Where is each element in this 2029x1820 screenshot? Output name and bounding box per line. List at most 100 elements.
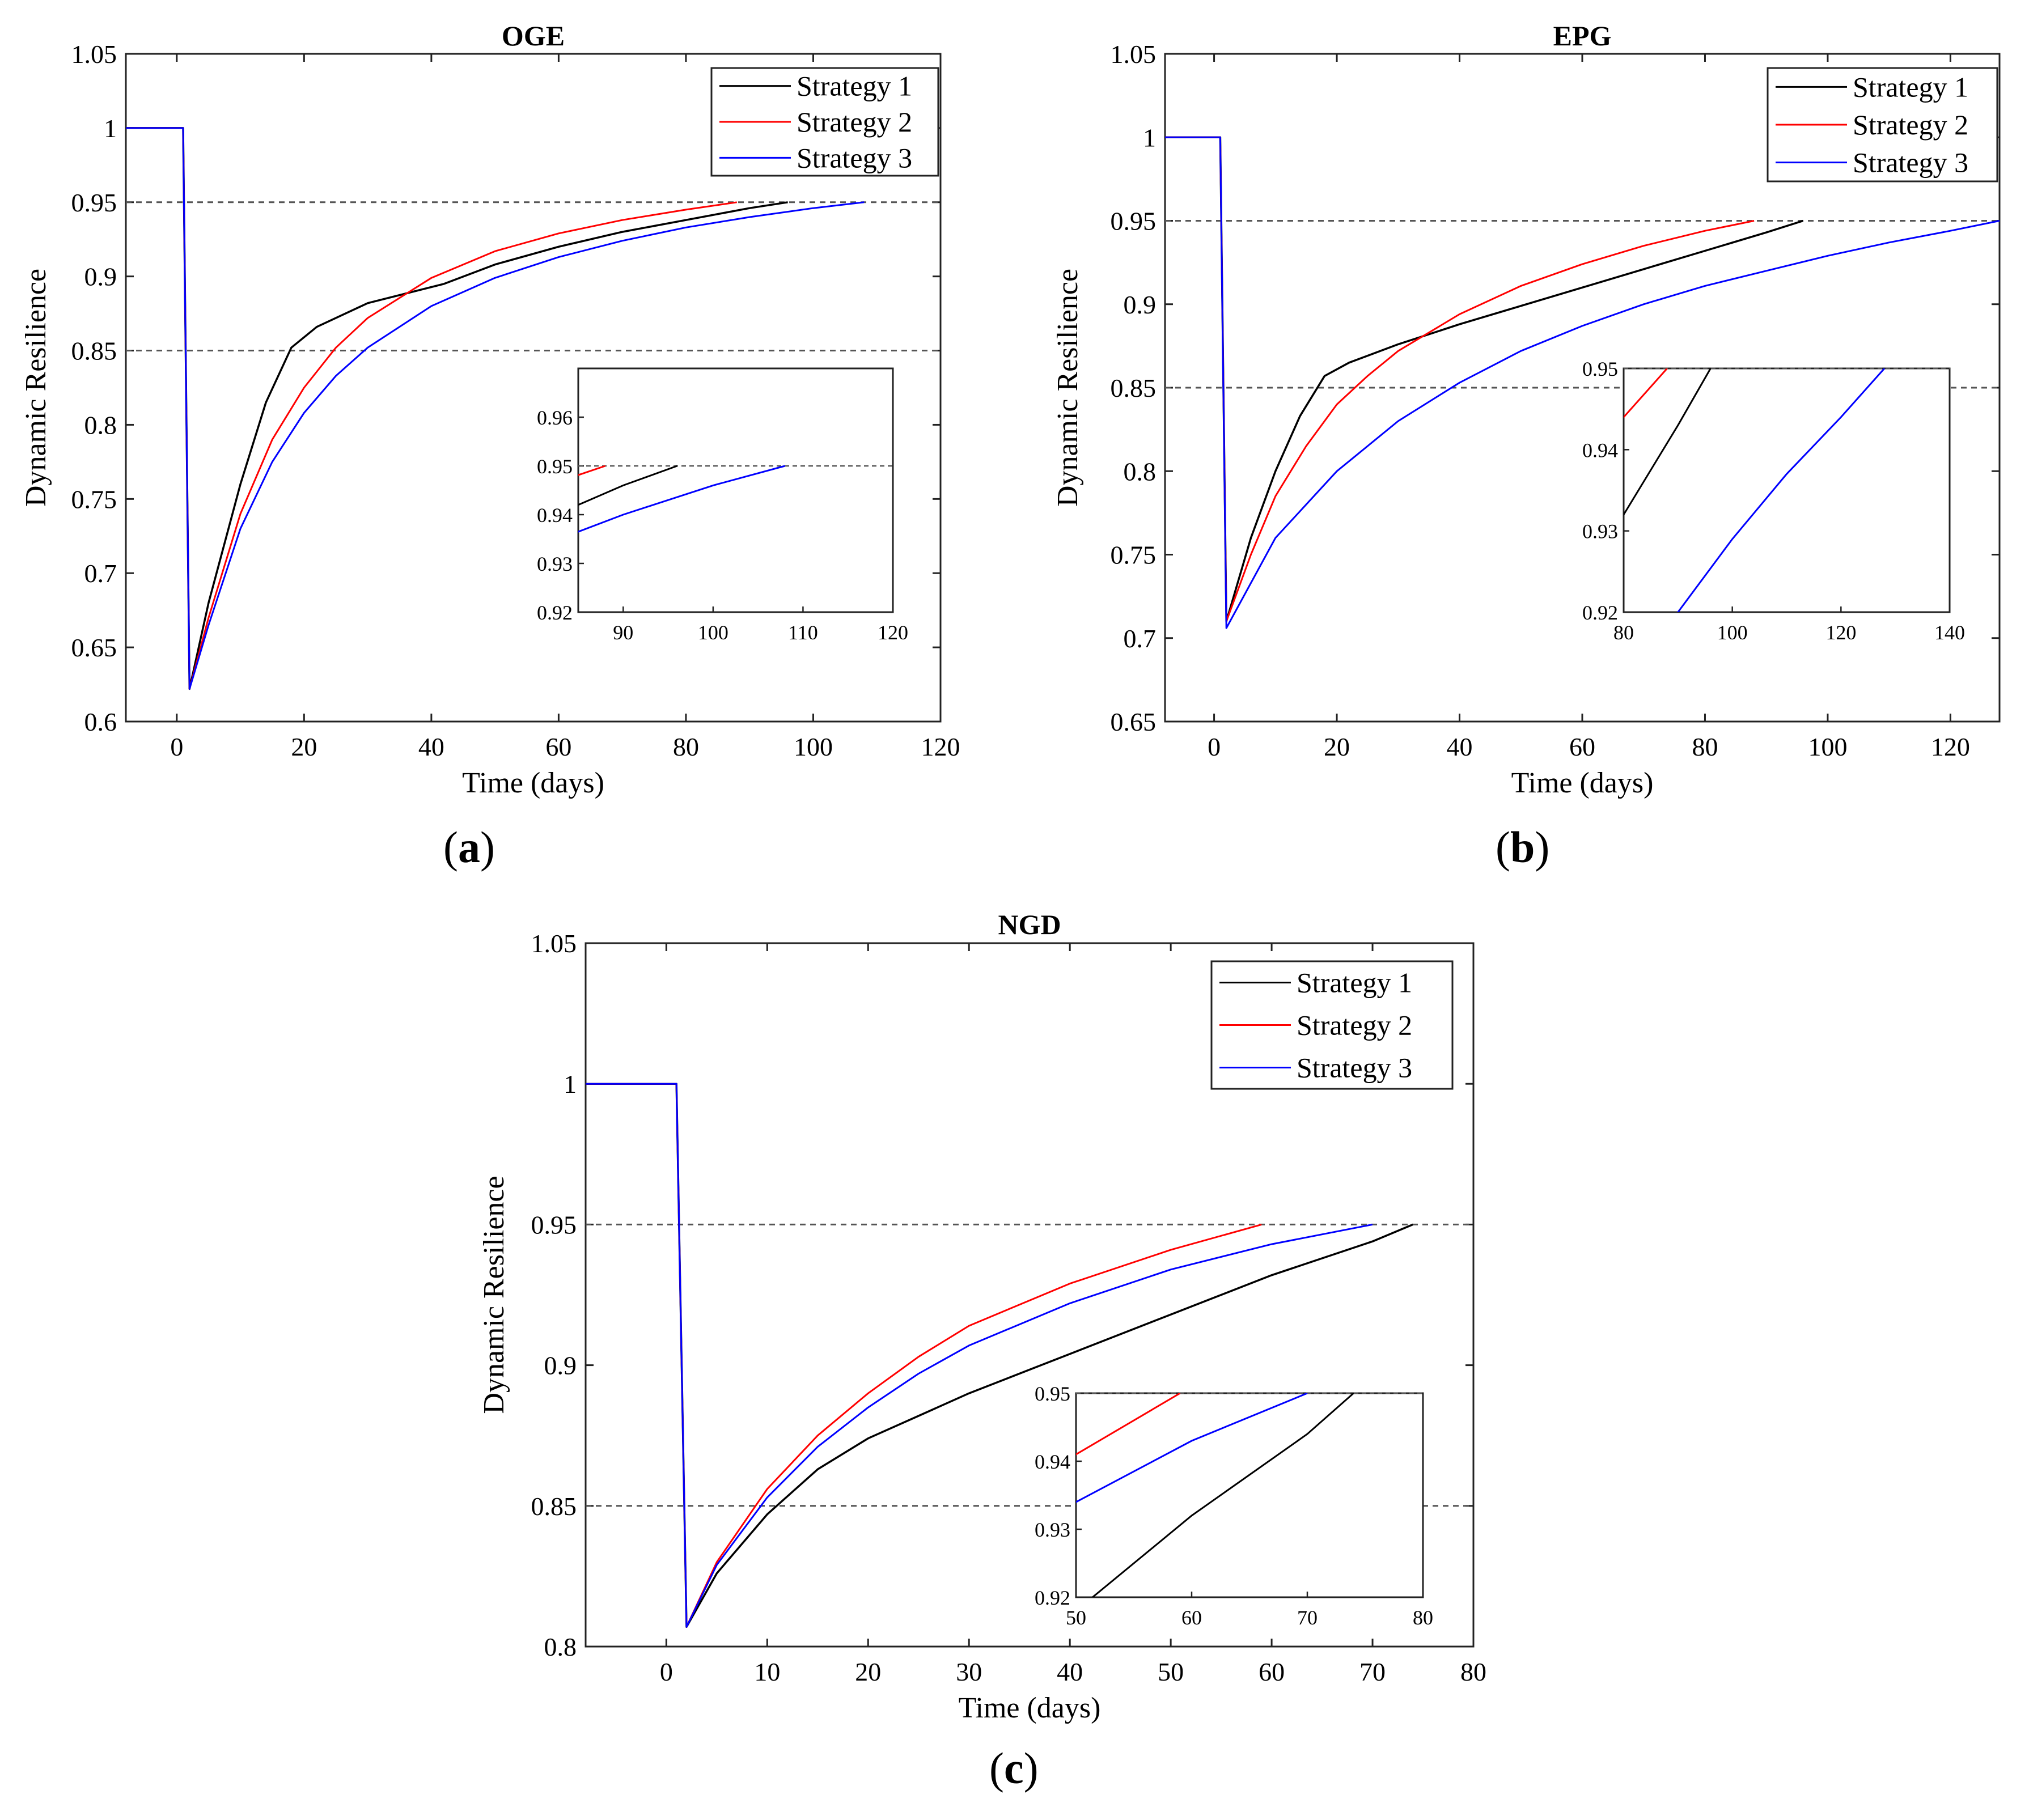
inset-series-strategy-1 — [1091, 1393, 1354, 1597]
legend-entry-strategy-1: Strategy 1 — [1297, 967, 1412, 999]
inset-x-tick-label: 60 — [1181, 1606, 1202, 1629]
chart-title: EPG — [1553, 20, 1612, 52]
y-tick-label: 0.9 — [544, 1351, 577, 1380]
legend: Strategy 1 Strategy 2 Strategy 3 — [710, 67, 939, 177]
y-tick-label: 1 — [104, 114, 117, 143]
chart-title: NGD — [998, 909, 1061, 940]
y-tick-label: 0.9 — [1124, 290, 1157, 319]
inset-area — [577, 367, 894, 613]
inset-x-tick-label: 70 — [1297, 1606, 1318, 1629]
inset-series-strategy-2 — [1076, 1393, 1181, 1456]
x-tick-label: 80 — [1460, 1657, 1486, 1686]
inset-series-strategy-3 — [578, 465, 786, 533]
inset-y-tick-label: 0.94 — [537, 504, 573, 527]
x-tick-label: 0 — [1208, 732, 1221, 761]
x-tick-label: 50 — [1158, 1657, 1184, 1686]
series-line-strategy-3 — [1165, 136, 2000, 629]
inset-series-strategy-3 — [1076, 1393, 1308, 1503]
legend-entry-strategy-1: Strategy 1 — [1853, 71, 1968, 103]
x-tick-label: 80 — [673, 732, 699, 761]
series-line-strategy-3 — [586, 1083, 1373, 1628]
chart-panel-epg: 0.65 0.7 0.75 0.8 0.85 0.9 0.95 1 1.05 0 20 40 60 80 1… — [1052, 20, 2001, 799]
legend: Strategy 1 Strategy 2 Strategy 3 — [1210, 960, 1454, 1090]
x-tick-label: 60 — [1569, 732, 1595, 761]
series-line-strategy-3 — [126, 127, 865, 690]
y-axis-label: Dynamic Resilience — [20, 269, 52, 507]
inset-x-tick-label: 100 — [1717, 621, 1748, 644]
x-tick-label: 10 — [754, 1657, 780, 1686]
y-tick-label: 0.75 — [1111, 541, 1157, 570]
inset-x-tick-label: 120 — [1825, 621, 1856, 644]
y-tick-label: 0.95 — [531, 1210, 577, 1239]
legend-entry-strategy-2: Strategy 2 — [1853, 109, 1968, 141]
inset-y-tick-label: 0.92 — [1582, 601, 1618, 624]
inset-y-tick-label: 0.96 — [537, 406, 573, 429]
y-tick-label: 0.85 — [1111, 374, 1157, 402]
y-tick-label: 0.8 — [544, 1632, 577, 1661]
x-tick-label: 0 — [170, 732, 183, 761]
y-tick-label: 1.05 — [71, 40, 117, 69]
series-line-strategy-1 — [126, 127, 788, 690]
inset-x-tick-label: 140 — [1934, 621, 1965, 644]
x-tick-label: 100 — [1808, 732, 1847, 761]
legend: Strategy 1 Strategy 2 Strategy 3 — [1767, 67, 1998, 183]
inset-x-tick-label: 110 — [788, 621, 818, 644]
x-tick-label: 0 — [660, 1657, 673, 1686]
inset-y-tick-label: 0.92 — [1035, 1586, 1070, 1609]
x-tick-label: 20 — [855, 1657, 881, 1686]
panel-label-b: (b) — [1496, 822, 1550, 872]
x-tick-label: 70 — [1359, 1657, 1386, 1686]
panel-label-a: (a) — [443, 822, 495, 872]
x-tick-label: 20 — [1324, 732, 1350, 761]
chart-title: OGE — [502, 20, 565, 52]
series-line-strategy-2 — [1165, 136, 1755, 622]
y-tick-label: 0.65 — [71, 633, 117, 662]
inset-y-tick-label: 0.95 — [1582, 358, 1618, 380]
x-tick-label: 40 — [1057, 1657, 1083, 1686]
inset-series-strategy-2 — [578, 465, 606, 476]
inset-y-tick-label: 0.94 — [1582, 439, 1618, 461]
inset-y-tick-label: 0.93 — [537, 553, 573, 575]
chart-panel-oge: 0.6 0.65 0.7 0.75 0.8 0.85 0.9 0.95 1 1.05 0 20 40 60… — [20, 20, 960, 799]
inset-series-strategy-3 — [1676, 368, 1886, 612]
inset-x-tick-label: 120 — [878, 621, 908, 644]
inset-y-tick-label: 0.92 — [537, 601, 573, 624]
series-line-strategy-1 — [1165, 136, 1804, 623]
legend-entry-strategy-3: Strategy 3 — [797, 142, 912, 173]
y-tick-label: 1.05 — [531, 929, 577, 958]
y-tick-label: 0.8 — [84, 410, 117, 439]
y-tick-label: 0.95 — [1111, 207, 1157, 236]
x-axis-label: Time (days) — [959, 1692, 1101, 1724]
panel-label-c: (c) — [989, 1743, 1039, 1793]
y-tick-label: 1 — [1143, 123, 1156, 152]
inset-x-tick-label: 100 — [698, 621, 728, 644]
y-tick-label: 0.85 — [71, 337, 117, 366]
y-tick-label: 0.95 — [71, 188, 117, 217]
inset-zoom: 0.92 0.93 0.94 0.95 0.96 90 100 110 120 — [537, 367, 908, 644]
x-tick-label: 60 — [1259, 1657, 1285, 1686]
y-tick-label: 0.65 — [1111, 707, 1157, 736]
legend-entry-strategy-1: Strategy 1 — [797, 70, 912, 102]
inset-y-tick-label: 0.93 — [1582, 520, 1618, 543]
x-tick-label: 80 — [1692, 732, 1718, 761]
x-tick-label: 120 — [1931, 732, 1970, 761]
x-tick-label: 120 — [921, 732, 960, 761]
x-tick-label: 30 — [956, 1657, 982, 1686]
inset-zoom: 0.92 0.93 0.94 0.95 50 60 70 80 — [1035, 1382, 1433, 1629]
inset-y-tick-label: 0.95 — [537, 455, 573, 478]
chart-panel-ngd: 0.8 0.85 0.9 0.95 1 1.05 0 10 20 30 40 50 60 70 80 NGD T… — [478, 909, 1486, 1724]
y-tick-label: 1.05 — [1111, 40, 1157, 69]
inset-y-tick-label: 0.94 — [1035, 1450, 1070, 1473]
y-axis-label: Dynamic Resilience — [478, 1176, 510, 1414]
y-axis-label: Dynamic Resilience — [1052, 269, 1084, 507]
x-tick-label: 20 — [291, 732, 317, 761]
inset-x-tick-label: 90 — [613, 621, 633, 644]
x-tick-label: 100 — [794, 732, 833, 761]
legend-entry-strategy-3: Strategy 3 — [1297, 1052, 1412, 1084]
inset-x-tick-label: 50 — [1066, 1606, 1086, 1629]
x-axis-label: Time (days) — [462, 767, 604, 799]
inset-area — [1623, 367, 1951, 613]
legend-entry-strategy-3: Strategy 3 — [1853, 147, 1968, 179]
inset-series-strategy-1 — [1624, 368, 1712, 516]
